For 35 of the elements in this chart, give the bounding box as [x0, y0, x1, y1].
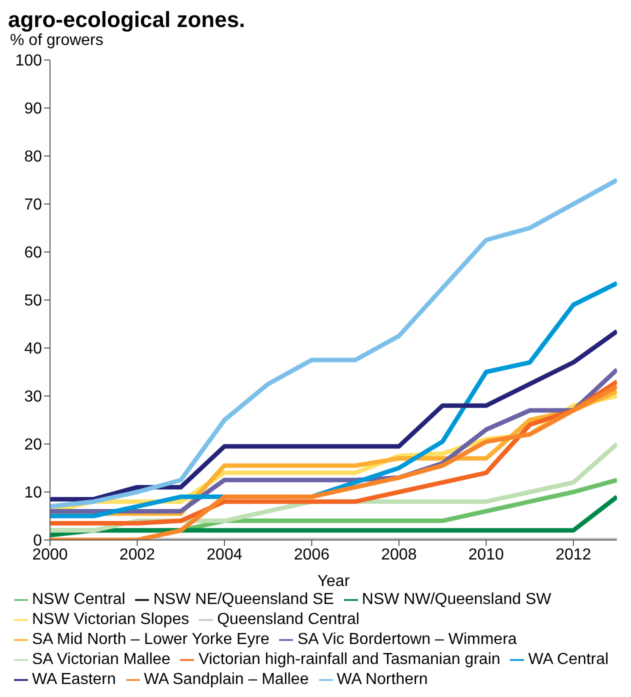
y-tick-label: 40 — [24, 340, 42, 358]
y-tick-label: 80 — [24, 148, 42, 166]
y-tick-label: 100 — [15, 52, 42, 70]
legend-label: Victorian high-rainfall and Tasmanian grain — [198, 651, 500, 668]
x-tick-label: 2004 — [206, 546, 242, 564]
legend-label: NSW NE/Queensland SE — [153, 591, 334, 608]
legend-label: Queensland Central — [217, 611, 360, 628]
legend-label: WA Eastern — [32, 671, 116, 688]
x-axis-title: Year — [317, 573, 350, 590]
y-tick-label: 30 — [24, 388, 42, 406]
legend-label: WA Sandplain – Mallee — [144, 671, 309, 688]
legend-label: SA Mid North – Lower Yorke Eyre — [32, 631, 270, 648]
legend-label: WA Central — [528, 651, 609, 668]
legend-label: SA Victorian Mallee — [32, 651, 170, 668]
y-tick-label: 60 — [24, 244, 42, 262]
legend-label: WA Northern — [336, 671, 428, 688]
x-tick-label: 2000 — [32, 546, 68, 564]
y-tick-label: 50 — [24, 292, 42, 310]
line-series — [50, 328, 617, 502]
y-tick-label: 10 — [24, 484, 42, 502]
x-tick-label: 2002 — [119, 546, 156, 564]
x-tick-label: 2010 — [468, 546, 504, 564]
line-series — [50, 178, 617, 509]
y-axis-title: % of growers — [10, 32, 104, 50]
chart-title: agro-ecological zones. — [8, 7, 246, 32]
legend-label: NSW Victorian Slopes — [32, 611, 190, 628]
x-tick-label: 2008 — [381, 546, 417, 564]
y-tick-label: 90 — [24, 100, 42, 118]
legend-label: NSW Central — [32, 591, 126, 608]
legend-label: SA Vic Bordertown – Wimmera — [297, 631, 517, 648]
y-tick-label: 70 — [24, 196, 42, 214]
x-tick-label: 2012 — [556, 546, 592, 564]
legend-label: NSW NW/Queensland SW — [362, 591, 552, 608]
x-tick-label: 2006 — [294, 546, 330, 564]
y-tick-label: 20 — [24, 436, 42, 454]
